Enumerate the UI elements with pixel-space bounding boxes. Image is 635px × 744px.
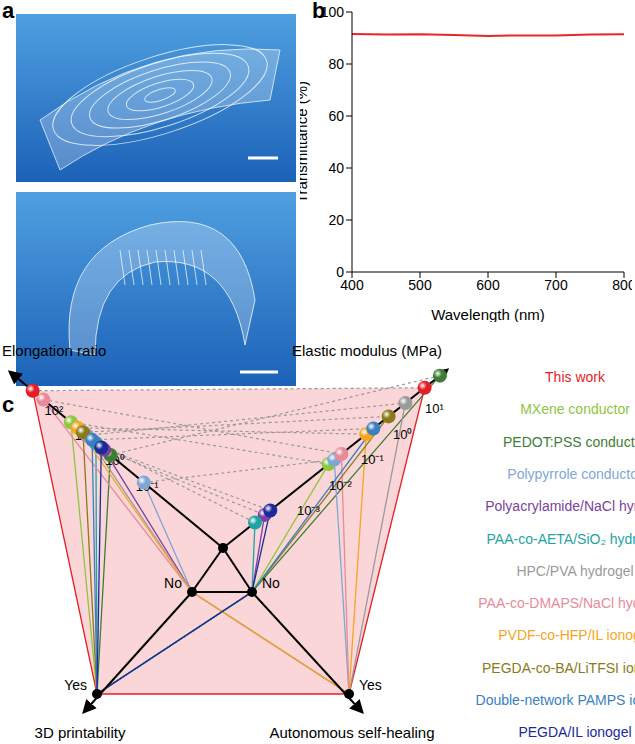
svg-text:Elastic modulus (MPa): Elastic modulus (MPa) — [292, 342, 442, 359]
svg-text:HPC/PVA hydrogel: HPC/PVA hydrogel — [516, 563, 633, 579]
svg-text:Double-network PAMPS ionogel: Double-network PAMPS ionogel — [476, 692, 635, 708]
svg-text:400: 400 — [340, 276, 364, 293]
svg-text:800: 800 — [612, 277, 632, 293]
svg-text:PEDOT:PSS conductor: PEDOT:PSS conductor — [503, 434, 635, 450]
svg-text:10⁰: 10⁰ — [105, 453, 125, 469]
svg-text:Wavelength (nm): Wavelength (nm) — [431, 306, 545, 322]
svg-text:10⁻³: 10⁻³ — [297, 503, 320, 518]
svg-text:Polypyrrole conductor: Polypyrrole conductor — [507, 466, 635, 482]
svg-text:700: 700 — [544, 277, 568, 293]
svg-text:500: 500 — [408, 277, 432, 293]
svg-text:Elongation ratio: Elongation ratio — [2, 342, 106, 359]
svg-text:PAA-co-DMAPS/NaCl hydrogel: PAA-co-DMAPS/NaCl hydrogel — [478, 595, 635, 611]
svg-text:0: 0 — [336, 264, 344, 280]
svg-text:10⁻¹: 10⁻¹ — [361, 452, 384, 467]
svg-text:40: 40 — [328, 160, 344, 176]
svg-text:80: 80 — [328, 56, 344, 72]
svg-text:Polyacrylamide/NaCl hyrogel: Polyacrylamide/NaCl hyrogel — [485, 498, 635, 514]
svg-text:60: 60 — [328, 108, 344, 124]
svg-text:PAA-co-AETA/SiO₂ hydrogel: PAA-co-AETA/SiO₂ hydrogel — [487, 531, 635, 547]
svg-text:10⁻²: 10⁻² — [329, 478, 352, 493]
svg-text:3D printability: 3D printability — [35, 724, 126, 741]
svg-text:600: 600 — [476, 277, 500, 293]
svg-text:No: No — [262, 575, 280, 591]
svg-text:a: a — [2, 0, 15, 23]
svg-text:Yes: Yes — [359, 677, 382, 693]
svg-text:PEGDA-co-BA/LiTFSI ionogel: PEGDA-co-BA/LiTFSI ionogel — [482, 660, 635, 676]
svg-text:Yes: Yes — [64, 677, 87, 693]
svg-text:Autonomous self-healing: Autonomous self-healing — [269, 724, 434, 741]
svg-text:PEGDA/IL ionogel: PEGDA/IL ionogel — [518, 724, 631, 740]
svg-text:20: 20 — [328, 212, 344, 228]
svg-text:10²: 10² — [44, 403, 63, 418]
svg-text:10⁰: 10⁰ — [393, 427, 412, 442]
svg-text:Transmittance (%): Transmittance (%) — [300, 81, 310, 203]
svg-text:PVDF-co-HFP/IL ionogel: PVDF-co-HFP/IL ionogel — [498, 627, 635, 643]
svg-text:MXene conductor: MXene conductor — [520, 401, 630, 417]
svg-text:10¹: 10¹ — [425, 401, 444, 416]
svg-text:This work: This work — [545, 369, 606, 385]
svg-text:No: No — [164, 575, 182, 591]
svg-text:100: 100 — [321, 4, 345, 20]
svg-text:c: c — [2, 392, 14, 417]
